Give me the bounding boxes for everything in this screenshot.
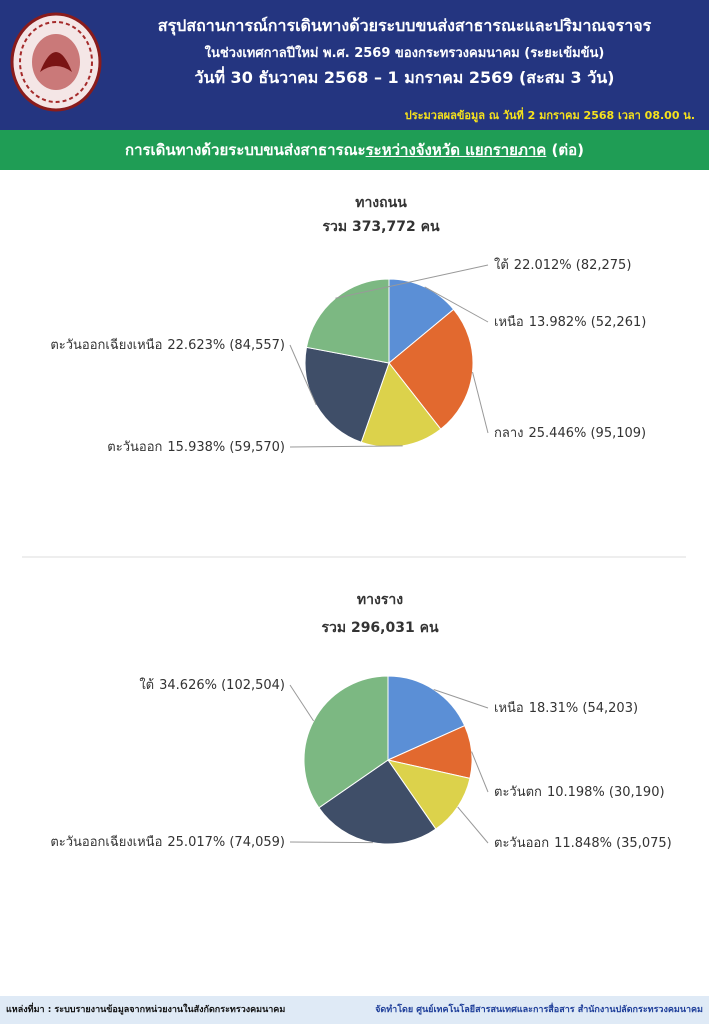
slice-value: 18.31% (54,203): [529, 701, 638, 716]
chart-title: ทางราง: [357, 592, 403, 608]
slice-label: ตะวันออก 11.848% (35,075): [494, 836, 672, 851]
slice-label: ใต้ 34.626% (102,504): [139, 677, 285, 693]
slice-value: 15.938% (59,570): [167, 440, 285, 455]
slice-name: ตะวันออก: [107, 440, 162, 455]
slice-label: ตะวันออก 15.938% (59,570): [107, 440, 285, 455]
leader-line: [335, 264, 489, 299]
slice-value: 10.198% (30,190): [547, 785, 665, 800]
footer-credit: จัดทำโดย ศูนย์เทคโนโลยีสารสนเทศและการสื่…: [375, 1005, 703, 1015]
slice-label: กลาง 25.446% (95,109): [494, 426, 646, 441]
leader-line: [289, 344, 317, 406]
slice-value: 25.017% (74,059): [167, 835, 285, 850]
chart-subtitle: รวม 373,772 คน: [322, 219, 439, 235]
logo: [10, 12, 102, 112]
section-part: การเดินทางด้วยระบบขนส่งสาธารณะ: [124, 141, 366, 159]
slice-label: เหนือ 13.982% (52,261): [494, 314, 646, 330]
leader-line: [457, 806, 489, 844]
slice-label: ตะวันตก 10.198% (30,190): [494, 785, 665, 800]
slice-name: กลาง: [494, 426, 524, 441]
pie-slice: [387, 675, 466, 761]
slice-label: เหนือ 18.31% (54,203): [494, 700, 638, 716]
header: สรุปสถานการณ์การเดินทางด้วยระบบขนส่งสาธา…: [0, 0, 709, 130]
header-processed: ประมวลผลข้อมูล ณ วันที่ 2 มกราคม 2568 เว…: [404, 109, 695, 122]
slice-value: 22.623% (84,557): [167, 338, 285, 353]
pie-slice: [305, 278, 390, 364]
slice-label: ตะวันออกเฉียงเหนือ 22.623% (84,557): [50, 337, 285, 353]
slice-name: ตะวันออกเฉียงเหนือ: [50, 834, 162, 850]
slice-name: ตะวันออกเฉียงเหนือ: [50, 337, 162, 353]
slice-name: ใต้: [139, 677, 154, 693]
pie-slice: [386, 759, 471, 830]
slice-value: 34.626% (102,504): [159, 678, 285, 693]
leader-line: [471, 751, 489, 793]
leader-line: [289, 841, 373, 844]
slice-value: 22.012% (82,275): [514, 258, 632, 273]
slice-name: ตะวันตก: [494, 785, 542, 800]
leader-line: [289, 445, 403, 448]
slice-value: 13.982% (52,261): [529, 315, 647, 330]
section-title: การเดินทางด้วยระบบขนส่งสาธารณะระหว่างจัง…: [0, 130, 709, 170]
chart-title: ทางถนน: [355, 195, 407, 211]
section-part: ระหว่างจังหวัด แยกรายภาค: [365, 141, 547, 159]
slice-label: ตะวันออกเฉียงเหนือ 25.017% (74,059): [50, 834, 285, 850]
leader-line: [424, 286, 489, 323]
slice-name: ใต้: [494, 257, 509, 273]
footer-source: แหล่งที่มา : ระบบรายงานข้อมูลจากหน่วยงาน…: [6, 1005, 286, 1015]
header-period: วันที่ 30 ธันวาคม 2568 – 1 มกราคม 2569 (…: [194, 68, 615, 87]
pie-slice: [388, 308, 474, 430]
slice-name: ตะวันออก: [494, 836, 549, 851]
section-part: (ต่อ): [551, 141, 585, 159]
chart-subtitle: รวม 296,031 คน: [321, 620, 438, 636]
pie-slice: [304, 346, 390, 443]
header-subtitle: ในช่วงเทศกาลปีใหม่ พ.ศ. 2569 ของกระทรวงค…: [204, 46, 605, 61]
pie-slice: [360, 361, 442, 448]
slice-value: 25.446% (95,109): [529, 426, 647, 441]
header-title: สรุปสถานการณ์การเดินทางด้วยระบบขนส่งสาธา…: [157, 16, 652, 35]
leader-line: [472, 371, 489, 434]
leader-line: [289, 684, 315, 722]
slice-name: เหนือ: [494, 314, 524, 330]
footer: แหล่งที่มา : ระบบรายงานข้อมูลจากหน่วยงาน…: [0, 996, 709, 1024]
leader-line: [433, 689, 489, 709]
slice-label: ใต้ 22.012% (82,275): [494, 257, 631, 273]
slice-value: 11.848% (35,075): [554, 836, 672, 851]
slice-name: เหนือ: [494, 700, 524, 716]
